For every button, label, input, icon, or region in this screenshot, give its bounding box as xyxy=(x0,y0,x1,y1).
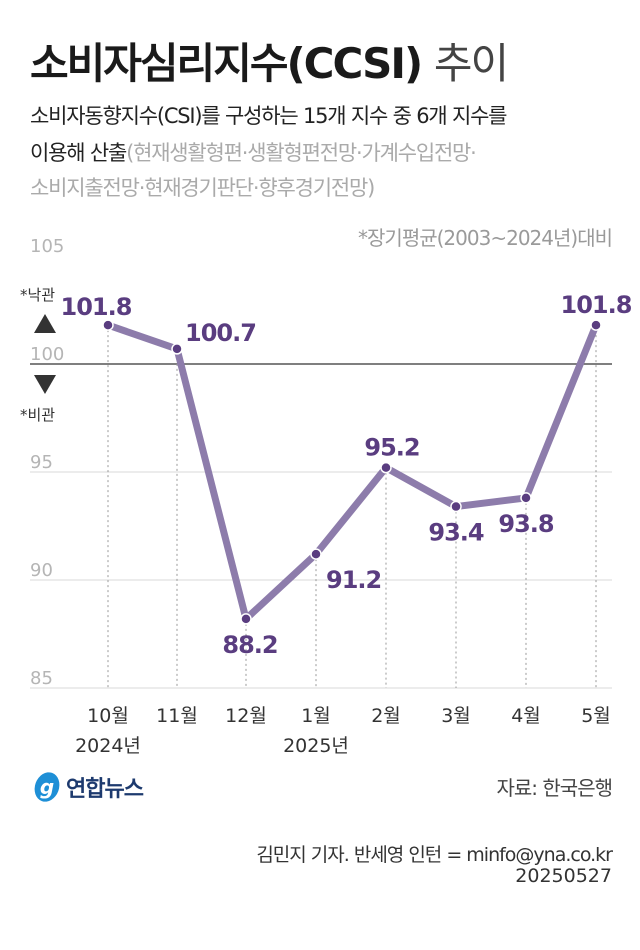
x-tick-label: 11월 xyxy=(156,705,198,727)
line-chart: 105 100 95 90 85 *낙관 *비관 10월 11월 12월 1월 2월 3월 4월 5월 202… xyxy=(20,236,633,757)
data-label: 88.2 xyxy=(222,631,277,659)
up-triangle-icon xyxy=(34,314,56,333)
subtitle-gray: (현재생활형편·생활형편전망·가계수입전망· xyxy=(126,141,477,165)
source: 자료: 한국은행 xyxy=(496,776,613,800)
year-label: 2024년 xyxy=(75,735,141,757)
data-label: 93.8 xyxy=(498,510,554,538)
y-tick-label: 95 xyxy=(30,452,53,473)
x-tick-label: 2월 xyxy=(371,705,401,727)
credit: 김민지 기자. 반세영 인턴 = minfo@yna.co.kr xyxy=(256,844,613,866)
x-tick-label: 12월 xyxy=(225,705,267,727)
svg-text:g: g xyxy=(40,775,54,799)
subtitle-line1: 소비자동향지수(CSI)를 구성하는 15개 지수 중 6개 지수를 xyxy=(30,104,508,128)
data-point xyxy=(240,613,252,625)
data-label: 101.8 xyxy=(61,293,132,321)
y-tick-label: 90 xyxy=(30,560,53,581)
yonhap-logo-icon: g xyxy=(34,772,60,802)
x-tick-label: 1월 xyxy=(301,705,331,727)
subtitle-dark: 이용해 산출 xyxy=(30,141,127,165)
series-line xyxy=(106,321,600,623)
y-tick-label: 85 xyxy=(30,668,53,689)
data-label: 93.4 xyxy=(428,519,484,547)
chart-title: 소비자심리지수(CCSI) 추이 xyxy=(30,30,509,91)
title-light: 추이 xyxy=(433,39,509,88)
basis-note: *장기평균(2003~2024년)대비 xyxy=(358,226,613,250)
data-label: 101.8 xyxy=(561,291,632,319)
data-point xyxy=(520,492,532,504)
data-label: 91.2 xyxy=(326,566,381,594)
date: 20250527 xyxy=(515,865,612,887)
x-tick-label: 3월 xyxy=(441,705,471,727)
year-label: 2025년 xyxy=(283,735,349,757)
data-point xyxy=(590,319,602,331)
subtitle-line3: 소비지출전망·현재경기판단·향후경기전망) xyxy=(30,176,375,200)
subtitle-line2: 이용해 산출(현재생활형편·생활형편전망·가계수입전망· xyxy=(30,137,477,167)
data-point xyxy=(171,343,183,355)
title-main: 소비자심리지수(CCSI) xyxy=(30,39,423,88)
x-tick-label: 5월 xyxy=(581,705,611,727)
data-point xyxy=(450,500,462,513)
x-tick-label: 10월 xyxy=(87,705,129,727)
data-label: 100.7 xyxy=(185,319,256,347)
data-point xyxy=(380,461,392,474)
optimism-label: *낙관 xyxy=(20,286,55,304)
data-point xyxy=(102,319,114,331)
data-label: 95.2 xyxy=(364,434,419,462)
logo-text: 연합뉴스 xyxy=(66,777,144,802)
data-point xyxy=(310,548,322,560)
y-tick-label: 105 xyxy=(30,236,64,257)
yonhap-logo: g 연합뉴스 xyxy=(32,770,144,804)
y-tick-label: 100 xyxy=(30,344,64,365)
down-triangle-icon xyxy=(34,375,56,394)
x-tick-label: 4월 xyxy=(511,705,541,727)
pessimism-label: *비관 xyxy=(20,406,55,424)
